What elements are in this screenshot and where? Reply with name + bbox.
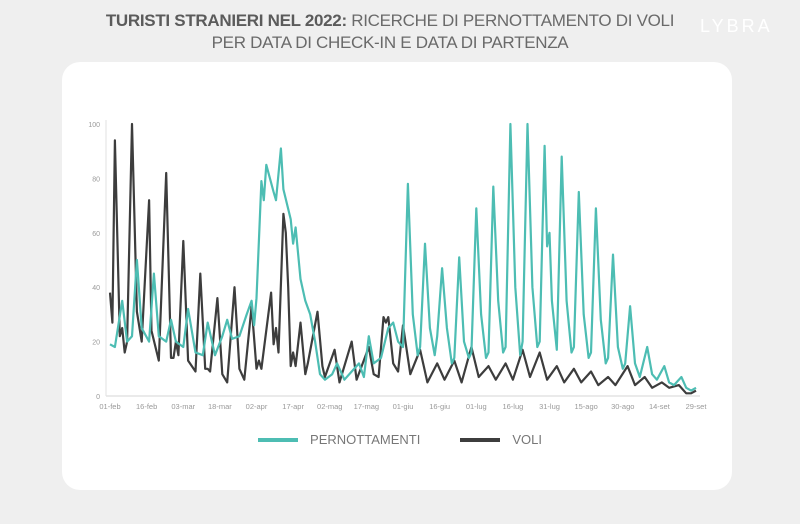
x-tick-label: 02-mag: [317, 402, 342, 411]
x-tick-label: 18-mar: [208, 402, 232, 411]
chart-card: [62, 62, 732, 490]
x-tick-label: 16-giu: [429, 402, 450, 411]
legend-label: VOLI: [512, 432, 542, 447]
series-line-voli: [108, 122, 697, 395]
x-tick-label: 29-set: [686, 402, 708, 411]
legend-swatch-voli: [460, 437, 501, 442]
y-tick-label: 80: [92, 176, 100, 183]
x-tick-label: 16-feb: [136, 402, 157, 411]
legend-label: PERNOTTAMENTI: [310, 432, 421, 447]
y-tick-label: 60: [92, 231, 100, 238]
lybra-logo: LYBRA: [700, 16, 773, 36]
x-tick-label: 01-giu: [393, 402, 414, 411]
title-bold: TURISTI STRANIERI NEL 2022:: [105, 11, 347, 30]
legend-swatch-pernottamenti: [258, 437, 299, 442]
x-tick-label: 14-set: [649, 402, 671, 411]
y-tick-label: 20: [92, 340, 100, 347]
x-tick-label: 17-mag: [354, 402, 379, 411]
x-tick-label: 01-lug: [466, 402, 487, 411]
y-tick-label: 40: [92, 285, 100, 292]
y-tick-label: 0: [96, 394, 100, 401]
x-tick-label: 17-apr: [282, 402, 304, 411]
x-tick-label: 16-lug: [502, 402, 523, 411]
series-line-pernottamenti: [109, 122, 697, 392]
x-tick-label: 01-feb: [99, 402, 120, 411]
title-line2: PER DATA DI CHECK-IN E DATA DI PARTENZA: [211, 33, 569, 52]
legend-item-voli: VOLI: [460, 432, 542, 447]
legend: PERNOTTAMENTI VOLI: [0, 432, 800, 447]
x-tick-label: 30-ago: [611, 402, 634, 411]
y-tick-label: 100: [88, 122, 100, 129]
x-tick-label: 02-apr: [246, 402, 268, 411]
x-tick-label: 31-lug: [539, 402, 560, 411]
x-tick-label: 15-ago: [574, 402, 597, 411]
title-rest: RICERCHE DI PERNOTTAMENTO DI VOLI: [346, 11, 675, 30]
x-tick-label: 03-mar: [171, 402, 195, 411]
chart-title: TURISTI STRANIERI NEL 2022: RICERCHE DI …: [80, 10, 700, 54]
legend-item-pernottamenti: PERNOTTAMENTI: [258, 432, 420, 447]
